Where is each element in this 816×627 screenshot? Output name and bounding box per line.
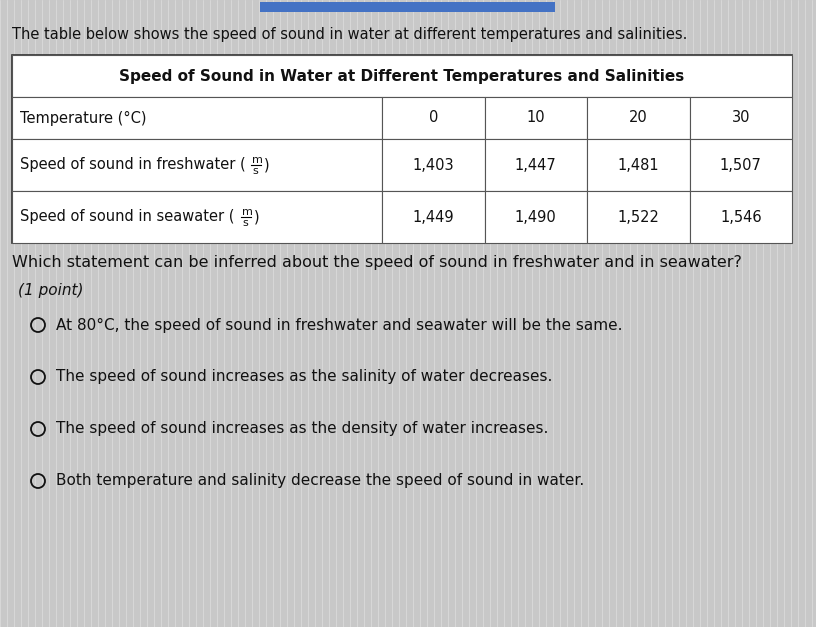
Text: Both temperature and salinity decrease the speed of sound in water.: Both temperature and salinity decrease t…: [56, 473, 584, 488]
Bar: [587, 191, 690, 243]
Text: The table below shows the speed of sound in water at different temperatures and : The table below shows the speed of sound…: [12, 27, 687, 42]
Bar: [690, 97, 792, 139]
Text: Speed of sound in freshwater (: Speed of sound in freshwater (: [20, 157, 246, 172]
Bar: [690, 191, 792, 243]
Text: 0: 0: [428, 110, 438, 125]
Text: The speed of sound increases as the salinity of water decreases.: The speed of sound increases as the sali…: [56, 369, 552, 384]
Text: 1,490: 1,490: [515, 209, 557, 224]
Text: s: s: [242, 218, 248, 228]
Text: 1,447: 1,447: [515, 157, 557, 172]
Text: Speed of Sound in Water at Different Temperatures and Salinities: Speed of Sound in Water at Different Tem…: [119, 68, 685, 83]
Bar: [485, 139, 587, 191]
Text: m: m: [252, 155, 263, 165]
Bar: [12, 191, 382, 243]
Text: 30: 30: [731, 110, 750, 125]
Text: 20: 20: [629, 110, 648, 125]
Text: The speed of sound increases as the density of water increases.: The speed of sound increases as the dens…: [56, 421, 548, 436]
Bar: [382, 97, 485, 139]
Bar: [12, 55, 792, 243]
Text: s: s: [252, 166, 258, 176]
Text: Which statement can be inferred about the speed of sound in freshwater and in se: Which statement can be inferred about th…: [12, 255, 742, 270]
Bar: [690, 139, 792, 191]
Text: 1,507: 1,507: [720, 157, 761, 172]
Text: 1,522: 1,522: [618, 209, 659, 224]
Text: 1,481: 1,481: [618, 157, 659, 172]
Text: 10: 10: [526, 110, 545, 125]
Text: (1 point): (1 point): [18, 283, 83, 298]
Text: Speed of sound in seawater (: Speed of sound in seawater (: [20, 209, 234, 224]
Bar: [260, 2, 555, 12]
Bar: [382, 191, 485, 243]
Text: Temperature (°C): Temperature (°C): [20, 110, 147, 125]
Bar: [12, 55, 792, 97]
Bar: [485, 191, 587, 243]
Text: 1,449: 1,449: [412, 209, 454, 224]
Text: 1,403: 1,403: [412, 157, 454, 172]
Bar: [12, 97, 382, 139]
Bar: [382, 139, 485, 191]
Bar: [485, 97, 587, 139]
Bar: [12, 139, 382, 191]
Text: ): ): [264, 157, 269, 172]
Text: ): ): [254, 209, 259, 224]
Text: 1,546: 1,546: [720, 209, 761, 224]
Text: m: m: [242, 207, 253, 217]
Bar: [587, 139, 690, 191]
Text: At 80°C, the speed of sound in freshwater and seawater will be the same.: At 80°C, the speed of sound in freshwate…: [56, 317, 623, 332]
Bar: [587, 97, 690, 139]
